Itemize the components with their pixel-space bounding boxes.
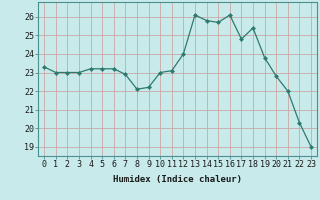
X-axis label: Humidex (Indice chaleur): Humidex (Indice chaleur)	[113, 175, 242, 184]
